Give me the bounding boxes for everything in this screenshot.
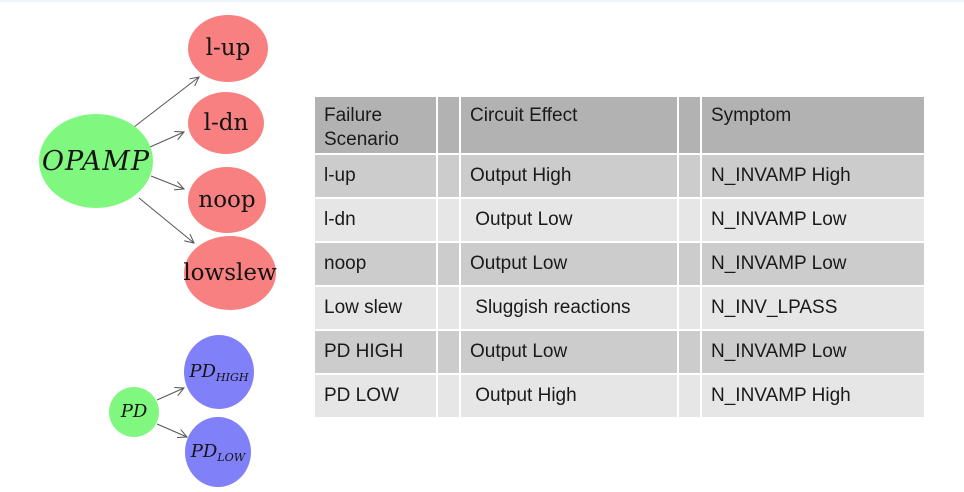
- cell-spacer: [679, 243, 700, 285]
- fault-node-lowslew-label: lowslew: [183, 259, 277, 286]
- cell-spacer: [679, 331, 700, 373]
- failure-scenario-table: Failure Scenario Circuit Effect Symptom …: [315, 97, 924, 417]
- cell-symptom: N_INVAMP High: [702, 155, 924, 197]
- cell-scenario: l-up: [315, 155, 436, 197]
- cell-scenario: PD HIGH: [315, 331, 436, 373]
- cell-symptom: N_INVAMP High: [702, 375, 924, 417]
- fault-node-l-up-label: l-up: [205, 35, 251, 61]
- fault-node-noop: noop: [188, 167, 266, 233]
- cell-effect: Output High: [461, 375, 677, 417]
- fault-node-l-dn: l-dn: [188, 92, 264, 154]
- arrow-opamp-lowslew: [138, 197, 194, 243]
- cell-spacer: [438, 199, 459, 241]
- cell-spacer: [679, 199, 700, 241]
- cell-symptom: N_INVAMP Low: [702, 243, 924, 285]
- fault-node-l-dn-label: l-dn: [203, 109, 249, 136]
- cell-effect: Sluggish reactions: [461, 287, 677, 329]
- col-header-circuit-effect: Circuit Effect: [461, 97, 677, 153]
- cell-scenario: noop: [315, 243, 436, 285]
- cell-spacer: [438, 331, 459, 373]
- arrow-opamp-noop: [150, 175, 184, 189]
- fault-node-pd-low: PDLOW: [185, 417, 251, 487]
- cell-scenario: Low slew: [315, 287, 436, 329]
- col-header-symptom: Symptom: [702, 97, 924, 153]
- col-header-failure-scenario: Failure Scenario: [315, 97, 436, 153]
- cell-spacer: [679, 155, 700, 197]
- cell-spacer: [438, 375, 459, 417]
- fault-node-pd-high-label: PDHIGH: [189, 361, 249, 384]
- top-edge-strip: [0, 0, 964, 2]
- cell-effect: Output High: [461, 155, 677, 197]
- arrow-pd-pdhigh: [156, 388, 184, 401]
- cell-symptom: N_INVAMP Low: [702, 331, 924, 373]
- cell-scenario: PD LOW: [315, 375, 436, 417]
- opamp-root-node: OPAMP: [39, 114, 153, 208]
- cell-spacer: [679, 375, 700, 417]
- fault-node-lowslew: lowslew: [183, 236, 277, 310]
- cell-spacer: [438, 243, 459, 285]
- cell-scenario: l-dn: [315, 199, 436, 241]
- pd-root-label: PD: [120, 401, 148, 422]
- cell-symptom: N_INV_LPASS: [702, 287, 924, 329]
- cell-effect: Output Low: [461, 199, 677, 241]
- cell-effect: Output Low: [461, 243, 677, 285]
- cell-symptom: N_INVAMP Low: [702, 199, 924, 241]
- col-header-spacer-1: [438, 97, 459, 153]
- pd-root-node: PD: [109, 387, 159, 437]
- cell-spacer: [438, 155, 459, 197]
- arrow-pd-pdlow: [156, 423, 187, 437]
- col-header-spacer-2: [679, 97, 700, 153]
- fault-node-noop-label: noop: [198, 186, 256, 213]
- cell-spacer: [679, 287, 700, 329]
- arrow-opamp-ldn: [149, 132, 184, 148]
- fault-node-l-up: l-up: [188, 15, 268, 82]
- cell-effect: Output Low: [461, 331, 677, 373]
- opamp-root-label: OPAMP: [41, 145, 151, 177]
- cell-spacer: [438, 287, 459, 329]
- fault-node-pd-low-label: PDLOW: [190, 441, 246, 464]
- fault-node-pd-high: PDHIGH: [184, 335, 254, 409]
